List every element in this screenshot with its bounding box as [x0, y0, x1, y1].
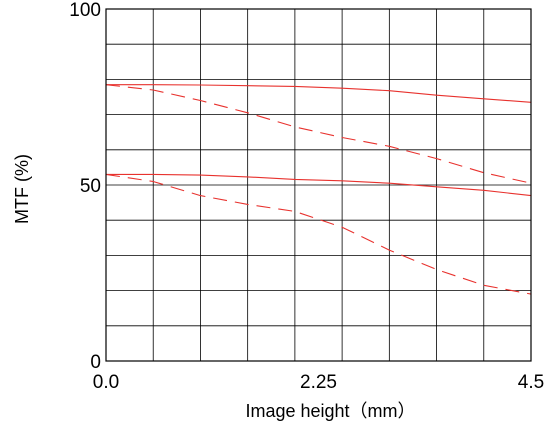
- series-group: [105, 84, 532, 295]
- y-tick-label: 0: [90, 352, 101, 373]
- series-line-3-solid: [106, 173, 532, 197]
- y-tick-label: 50: [80, 176, 101, 197]
- x-tick-labels: 0.0 2.25 4.5: [93, 372, 544, 393]
- x-tick-label: 0.0: [93, 372, 119, 393]
- series-line-2-dashed: [105, 84, 532, 184]
- plot-frame: [105, 8, 532, 362]
- y-tick-labels: 0 50 100: [69, 0, 101, 373]
- x-tick-label: 4.5: [518, 372, 544, 393]
- x-tick-label: 2.25: [300, 372, 337, 393]
- series-line-1-solid: [106, 84, 532, 103]
- y-tick-label: 100: [69, 0, 101, 21]
- grid: [106, 9, 531, 361]
- series-line-4-dashed: [105, 173, 532, 295]
- y-axis-title: MTF (%): [12, 154, 32, 224]
- x-axis-title: Image height（mm）: [245, 401, 415, 421]
